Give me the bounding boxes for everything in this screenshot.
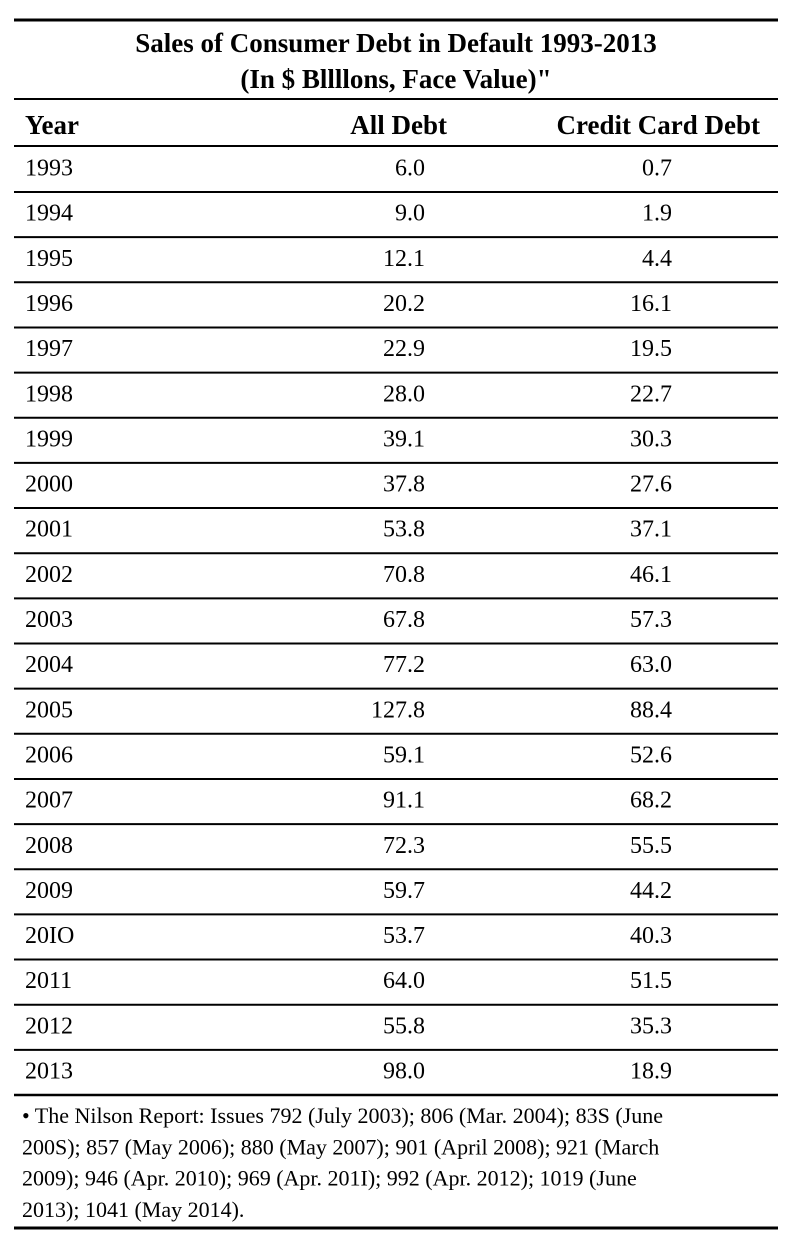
value-cell: 30.3	[630, 426, 672, 452]
value-cell: 55.8	[383, 1013, 425, 1039]
value-cell: 59.7	[383, 878, 425, 904]
value-cell: 6.0	[395, 156, 425, 182]
value-cell: 16.1	[630, 291, 672, 317]
value-cell: 37.8	[383, 472, 425, 498]
year-cell: 2004	[25, 652, 73, 678]
year-cell: 2002	[25, 562, 73, 588]
value-cell: 70.8	[383, 562, 425, 588]
value-cell: 28.0	[383, 381, 425, 407]
value-cell: 20.2	[383, 291, 425, 317]
year-cell: 2013	[25, 1059, 73, 1085]
value-cell: 19.5	[630, 336, 672, 362]
value-cell: 63.0	[630, 652, 672, 678]
value-cell: 77.2	[383, 652, 425, 678]
year-cell: 2001	[25, 517, 73, 543]
value-cell: 64.0	[383, 968, 425, 994]
year-cell: 20IO	[25, 923, 74, 949]
value-cell: 53.7	[383, 923, 425, 949]
year-cell: 1994	[25, 201, 73, 227]
value-cell: 127.8	[371, 697, 425, 723]
value-cell: 72.3	[383, 833, 425, 859]
value-cell: 22.9	[383, 336, 425, 362]
year-cell: 2006	[25, 742, 73, 768]
column-header: Credit Card Debt	[557, 110, 760, 140]
year-cell: 1998	[25, 381, 73, 407]
footnote-line: 2009); 946 (Apr. 2010); 969 (Apr. 201I);…	[22, 1166, 637, 1191]
value-cell: 52.6	[630, 742, 672, 768]
year-cell: 2012	[25, 1013, 73, 1039]
value-cell: 4.4	[642, 246, 672, 272]
value-cell: 39.1	[383, 426, 425, 452]
value-cell: 1.9	[642, 201, 672, 227]
year-cell: 1995	[25, 246, 73, 272]
value-cell: 57.3	[630, 607, 672, 633]
year-cell: 1999	[25, 426, 73, 452]
year-cell: 2005	[25, 697, 73, 723]
column-header: Year	[25, 110, 79, 140]
table-title: Sales of Consumer Debt in Default 1993-2…	[135, 28, 657, 58]
value-cell: 59.1	[383, 742, 425, 768]
value-cell: 40.3	[630, 923, 672, 949]
value-cell: 88.4	[630, 697, 672, 723]
value-cell: 9.0	[395, 201, 425, 227]
footnote-line: 200S); 857 (May 2006); 880 (May 2007); 9…	[22, 1134, 659, 1159]
value-cell: 67.8	[383, 607, 425, 633]
value-cell: 51.5	[630, 968, 672, 994]
value-cell: 22.7	[630, 381, 672, 407]
year-cell: 2000	[25, 472, 73, 498]
value-cell: 18.9	[630, 1059, 672, 1085]
year-cell: 1993	[25, 156, 73, 182]
year-cell: 1996	[25, 291, 73, 317]
column-header: All Debt	[350, 110, 447, 140]
value-cell: 44.2	[630, 878, 672, 904]
table-subtitle: (In $ Bllllons, Face Value)"	[240, 64, 551, 94]
value-cell: 35.3	[630, 1013, 672, 1039]
value-cell: 46.1	[630, 562, 672, 588]
value-cell: 55.5	[630, 833, 672, 859]
value-cell: 0.7	[642, 156, 672, 182]
year-cell: 2011	[25, 968, 72, 994]
value-cell: 37.1	[630, 517, 672, 543]
value-cell: 68.2	[630, 788, 672, 814]
year-cell: 2003	[25, 607, 73, 633]
footnote-line: • The Nilson Report: Issues 792 (July 20…	[22, 1103, 663, 1128]
year-cell: 2008	[25, 833, 73, 859]
value-cell: 91.1	[383, 788, 425, 814]
year-cell: 2009	[25, 878, 73, 904]
value-cell: 53.8	[383, 517, 425, 543]
value-cell: 12.1	[383, 246, 425, 272]
value-cell: 27.6	[630, 472, 672, 498]
value-cell: 98.0	[383, 1059, 425, 1085]
footnote-line: 2013); 1041 (May 2014).	[22, 1197, 244, 1222]
year-cell: 1997	[25, 336, 73, 362]
year-cell: 2007	[25, 788, 73, 814]
